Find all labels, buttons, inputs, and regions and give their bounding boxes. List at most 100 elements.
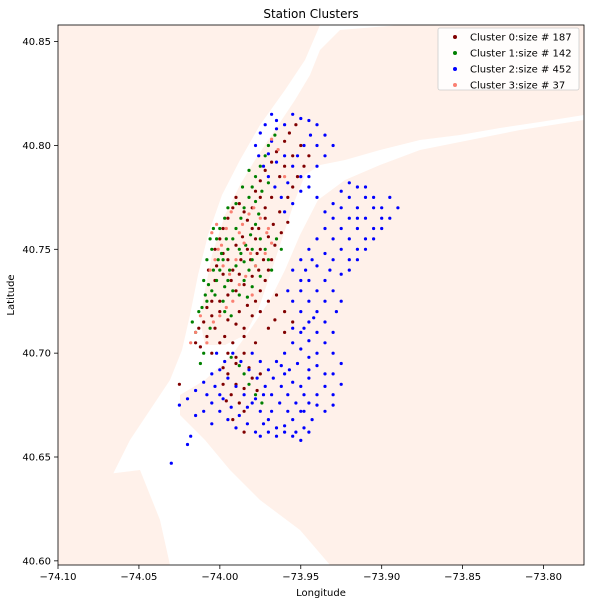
data-point bbox=[245, 405, 249, 409]
data-point bbox=[229, 314, 233, 318]
x-tick-label: −74.10 bbox=[39, 572, 76, 583]
legend-marker bbox=[453, 83, 457, 87]
data-point bbox=[247, 382, 251, 386]
legend-entries: Cluster 0:size # 187 Cluster 1:size # 142… bbox=[453, 33, 572, 92]
data-point bbox=[307, 368, 311, 372]
series-0 bbox=[177, 123, 311, 434]
legend-marker bbox=[453, 67, 457, 71]
data-point bbox=[283, 310, 287, 314]
data-point bbox=[339, 382, 343, 386]
data-point bbox=[266, 152, 270, 156]
data-point bbox=[242, 372, 246, 376]
data-point bbox=[271, 376, 275, 380]
data-point bbox=[380, 206, 384, 210]
data-point bbox=[302, 393, 306, 397]
data-point bbox=[218, 237, 222, 241]
data-point bbox=[347, 195, 351, 199]
data-point bbox=[253, 237, 258, 241]
data-point bbox=[265, 231, 269, 235]
data-point bbox=[263, 168, 267, 172]
data-point bbox=[274, 127, 279, 131]
data-point bbox=[315, 289, 319, 293]
data-point bbox=[200, 305, 204, 310]
data-point bbox=[253, 264, 258, 268]
data-point bbox=[197, 326, 201, 330]
data-point bbox=[273, 243, 277, 247]
data-point bbox=[274, 118, 279, 123]
data-point bbox=[210, 314, 214, 318]
data-point bbox=[323, 278, 327, 283]
data-point bbox=[255, 376, 259, 380]
data-point bbox=[291, 268, 295, 272]
data-point bbox=[276, 148, 280, 152]
data-point bbox=[286, 220, 290, 224]
data-point bbox=[253, 430, 258, 434]
data-point bbox=[218, 299, 222, 303]
data-point bbox=[291, 164, 295, 168]
data-point bbox=[283, 164, 287, 168]
data-point bbox=[266, 258, 270, 262]
data-point bbox=[273, 133, 277, 137]
data-point bbox=[307, 247, 311, 251]
data-point bbox=[202, 409, 206, 413]
data-point bbox=[339, 226, 343, 231]
data-point bbox=[198, 345, 202, 349]
data-point bbox=[237, 293, 241, 297]
x-axis-title: Longitude bbox=[296, 588, 346, 599]
data-point bbox=[242, 326, 246, 330]
data-point bbox=[286, 409, 290, 413]
data-point bbox=[315, 364, 319, 368]
data-point bbox=[286, 195, 290, 199]
data-point bbox=[234, 226, 238, 231]
data-point bbox=[231, 341, 235, 345]
data-point bbox=[266, 143, 270, 148]
data-point bbox=[250, 258, 254, 262]
plot-area bbox=[57, 24, 585, 566]
data-point bbox=[202, 278, 206, 283]
data-point bbox=[283, 154, 287, 158]
data-point bbox=[273, 318, 277, 322]
data-point bbox=[263, 216, 267, 220]
data-point bbox=[315, 237, 319, 241]
data-point bbox=[307, 430, 311, 434]
data-point bbox=[221, 382, 225, 386]
data-point bbox=[283, 123, 287, 127]
data-point bbox=[250, 285, 254, 289]
data-point bbox=[279, 247, 283, 251]
data-point bbox=[291, 185, 295, 189]
data-point bbox=[339, 247, 343, 251]
data-point bbox=[307, 320, 311, 324]
data-point bbox=[274, 293, 279, 297]
data-point bbox=[347, 237, 351, 241]
data-point bbox=[258, 247, 262, 251]
data-point bbox=[239, 359, 243, 364]
data-point bbox=[279, 231, 283, 235]
data-point bbox=[263, 154, 267, 158]
x-tick-label: −74.05 bbox=[120, 572, 157, 583]
data-point bbox=[228, 272, 232, 276]
data-point bbox=[208, 237, 212, 241]
data-point bbox=[339, 189, 343, 193]
data-point bbox=[229, 355, 233, 359]
y-axis: 40.60 40.65 40.70 40.75 40.80 40.85 bbox=[22, 37, 58, 567]
series-2 bbox=[169, 112, 400, 465]
data-point bbox=[307, 401, 311, 405]
data-point bbox=[198, 361, 202, 366]
data-point bbox=[278, 175, 282, 179]
data-point bbox=[299, 347, 303, 351]
data-point bbox=[355, 185, 359, 189]
data-point bbox=[294, 401, 298, 405]
data-point bbox=[242, 241, 246, 245]
data-point bbox=[215, 237, 219, 241]
data-point bbox=[213, 247, 217, 251]
data-point bbox=[231, 351, 235, 355]
data-point bbox=[299, 330, 303, 334]
data-point bbox=[231, 289, 235, 293]
x-tick-label: −74.00 bbox=[201, 572, 238, 583]
data-point bbox=[237, 401, 241, 405]
data-point bbox=[315, 393, 319, 397]
data-point bbox=[283, 372, 287, 376]
data-point bbox=[221, 397, 225, 401]
data-point bbox=[286, 289, 290, 293]
data-point bbox=[257, 226, 261, 231]
